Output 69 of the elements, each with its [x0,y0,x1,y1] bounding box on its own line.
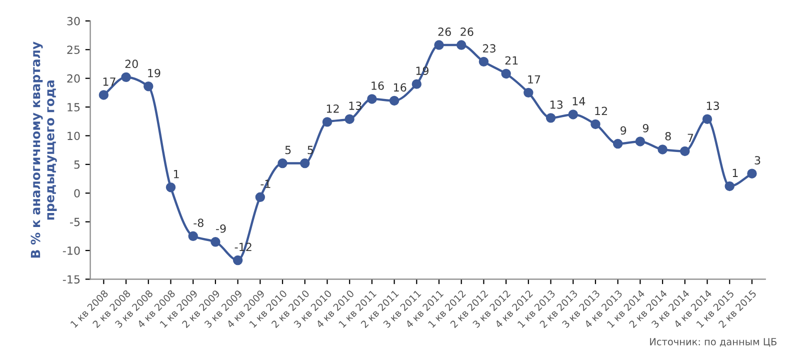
point [144,82,154,92]
point [300,158,310,168]
point [612,138,623,149]
point [98,90,109,100]
point [188,231,198,242]
data-label: 26 [438,28,451,36]
data-label: 7 [688,134,694,142]
point [166,182,176,192]
point [680,146,690,156]
point [546,113,556,123]
data-label: 9 [620,126,626,135]
data-label: 20 [125,60,138,68]
y-tick-label: -5 [70,218,80,226]
data-label: 1 [732,168,738,177]
point [478,56,489,67]
data-label: 23 [483,44,496,53]
text: Источник: по данным ЦБ [650,338,776,347]
data-label: 16 [394,83,406,92]
data-label: -9 [216,224,226,233]
y-tick-label: 10 [68,132,80,140]
point [501,68,511,79]
data-label: 26 [460,28,474,36]
y-tick-label: 30 [67,16,80,26]
point [635,136,646,146]
y-tick-label: 20 [67,74,80,83]
point [724,181,734,192]
data-label: 1 [174,170,179,178]
data-label: 9 [642,124,648,132]
point [658,144,668,154]
point [747,168,757,178]
data-label: 17 [103,78,116,86]
data-label: -8 [194,218,204,228]
point [278,158,288,168]
data-label: 13 [349,102,362,110]
data-label: 12 [326,104,339,113]
point [232,255,243,266]
point [456,40,466,50]
point [568,110,578,120]
point [255,192,266,202]
point [344,114,354,124]
y-tick-label: 15 [68,103,80,112]
point [590,119,600,130]
point [524,88,534,98]
data-label: 14 [572,97,586,106]
data-label: 13 [706,102,719,110]
y-tick-label: 25 [67,46,80,54]
point [121,72,131,82]
point [210,237,220,247]
data-label: 3 [754,156,760,165]
y-tick-label: 0 [74,189,80,198]
data-label: 13 [550,100,563,109]
data-label: 16 [372,81,384,90]
point [367,94,377,104]
point [412,79,422,89]
y-axis-title: В % к аналогичному кварталу предыдущего года [30,42,57,258]
data-label: 21 [505,56,518,64]
data-label: 19 [148,68,160,78]
data-label: 17 [528,75,540,84]
point [389,96,400,106]
point [322,117,332,127]
y-tick-label: -15 [62,275,80,284]
point [702,114,712,124]
data-label: 8 [665,132,671,140]
data-label: 5 [285,146,291,154]
y-tick-label: -10 [62,246,80,255]
point [434,40,444,50]
data-label: 5 [308,146,313,154]
data-label: 12 [595,106,607,115]
y-tick-label: 5 [74,160,80,169]
